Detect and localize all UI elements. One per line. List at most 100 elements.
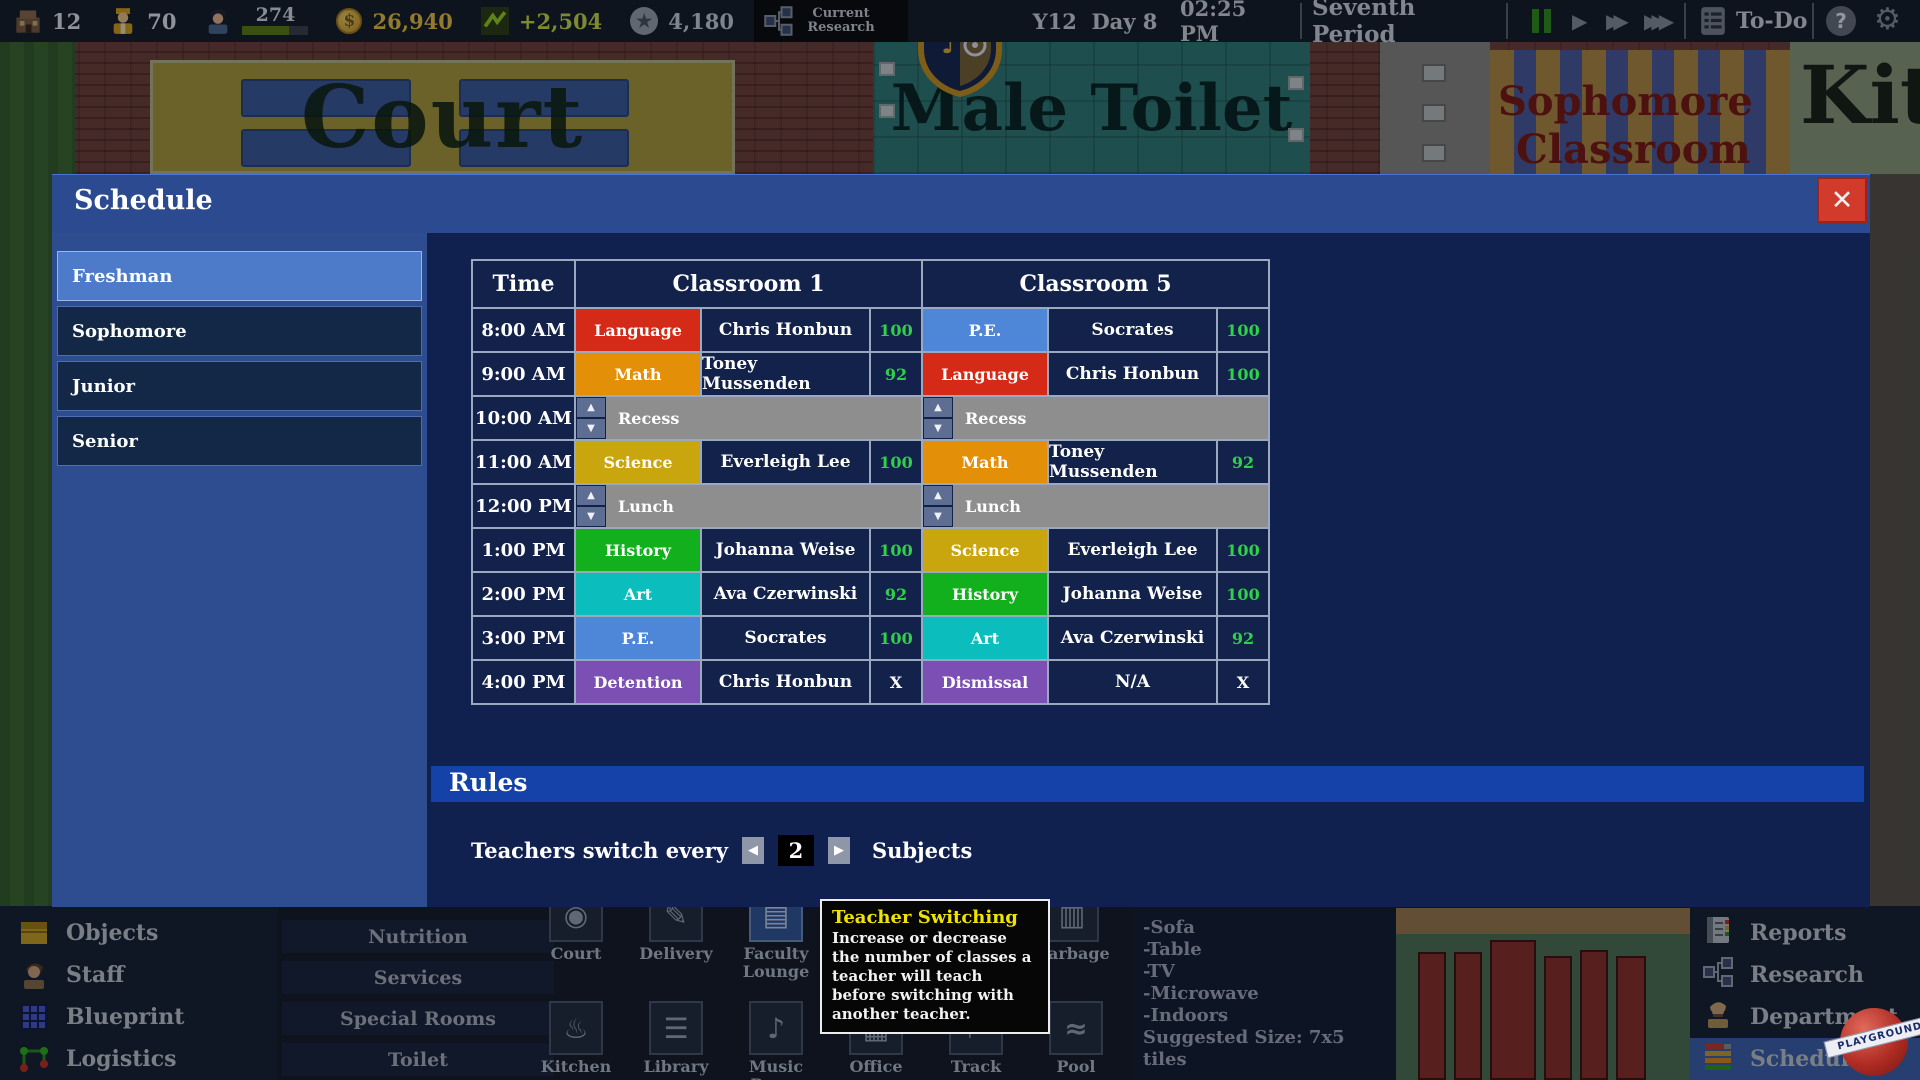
subject-cell[interactable]: Math xyxy=(576,353,700,395)
teacher-cell[interactable]: Chris Honbun xyxy=(702,309,869,351)
room-button-garbage[interactable]: ▥ Garbage xyxy=(1034,888,1110,981)
teacher-cell[interactable]: Toney Mussenden xyxy=(1049,441,1216,483)
room-button-music-room[interactable]: ♪Music Room xyxy=(749,1001,803,1080)
help-button[interactable]: ? xyxy=(1826,6,1856,36)
sophomore-label-line1: Sophomore xyxy=(1498,78,1753,125)
reports-icon xyxy=(1702,914,1734,952)
todo-button[interactable]: To-Do xyxy=(1700,0,1807,42)
subject-cell[interactable]: Language xyxy=(923,353,1047,395)
category-button-special-rooms[interactable]: Special Rooms xyxy=(282,1002,554,1035)
teacher-cell[interactable]: Johanna Weise xyxy=(702,529,869,571)
teacher-cell[interactable]: Socrates xyxy=(702,617,869,659)
teacher-cell[interactable]: Chris Honbun xyxy=(702,661,869,703)
coin-icon: $ xyxy=(336,8,363,34)
category-buttons: Nutrition Services Special Rooms Toilet xyxy=(282,920,554,1076)
menu-item-research[interactable]: Research xyxy=(1690,954,1920,996)
subject-cell[interactable]: Science xyxy=(576,441,700,483)
divider xyxy=(1812,3,1814,39)
teacher-cell[interactable]: Everleigh Lee xyxy=(702,441,869,483)
stat-value: 12 xyxy=(52,8,82,34)
settings-gear-icon[interactable]: ⚙ xyxy=(1874,2,1901,37)
category-button-toilet[interactable]: Toilet xyxy=(282,1043,554,1076)
break-stepper-up-button[interactable]: ▲ xyxy=(924,398,952,417)
stat-profit-graph: +2,504 xyxy=(480,7,602,35)
requirement-line: -Table xyxy=(1143,939,1202,960)
teacher-cell[interactable]: N/A xyxy=(1049,661,1216,703)
subject-cell[interactable]: P.E. xyxy=(576,617,700,659)
current-research-button[interactable]: Current Research xyxy=(754,0,908,42)
break-label: Recess xyxy=(965,408,1027,428)
subject-cell[interactable]: Detention xyxy=(576,661,700,703)
subject-cell[interactable]: Dismissal xyxy=(923,661,1047,703)
court-room-label: Court xyxy=(300,66,585,168)
fastest-forward-button[interactable]: ▶ ▶ ▶ xyxy=(1644,9,1675,33)
teacher-switch-rule: Teachers switch every ◀ 2 ▶ Subjects xyxy=(471,833,972,867)
menu-item-objects[interactable]: Objects xyxy=(16,912,278,954)
department-icon xyxy=(1702,998,1734,1036)
menu-item-staff[interactable]: Staff xyxy=(16,954,278,996)
court-room: Court xyxy=(150,60,735,174)
room-button-pool[interactable]: ≈ Pool xyxy=(1049,1001,1103,1080)
subject-cell[interactable]: Science xyxy=(923,529,1047,571)
category-button-services[interactable]: Services xyxy=(282,961,554,994)
break-stepper-down-button[interactable]: ▼ xyxy=(577,507,605,526)
subject-cell[interactable]: History xyxy=(576,529,700,571)
teacher-cell[interactable]: Ava Czerwinski xyxy=(1049,617,1216,659)
teacher-cell[interactable]: Chris Honbun xyxy=(1049,353,1216,395)
teacher-cell[interactable]: Ava Czerwinski xyxy=(702,573,869,615)
logistics-icon xyxy=(16,1042,52,1076)
teacher-cell[interactable]: Toney Mussenden xyxy=(702,353,869,395)
switch-decrease-button[interactable]: ◀ xyxy=(741,836,764,864)
grade-tab-senior[interactable]: Senior xyxy=(57,416,422,466)
stat-school-building: 12 xyxy=(14,7,81,35)
room-label: Court xyxy=(550,944,602,963)
teacher-cell[interactable]: Johanna Weise xyxy=(1049,573,1216,615)
requirement-line: -Sofa xyxy=(1143,917,1195,938)
grade-tab-sophomore[interactable]: Sophomore xyxy=(57,306,422,356)
grade-tab-junior[interactable]: Junior xyxy=(57,361,422,411)
subject-cell[interactable]: History xyxy=(923,573,1047,615)
divider xyxy=(1684,3,1686,39)
break-stepper-down-button[interactable]: ▼ xyxy=(924,507,952,526)
sophomore-label-line2: Classroom xyxy=(1516,126,1751,173)
table-header-time: Time xyxy=(473,261,574,307)
window xyxy=(1422,104,1446,122)
room-button-library[interactable]: ☰ Library xyxy=(643,1001,709,1080)
break-stepper-down-button[interactable]: ▼ xyxy=(577,419,605,438)
menu-item-label: Logistics xyxy=(66,1046,177,1072)
break-stepper-up-button[interactable]: ▲ xyxy=(924,486,952,505)
stat-student: 274 xyxy=(204,5,309,35)
menu-item-reports[interactable]: Reports xyxy=(1690,912,1920,954)
menu-item-logistics[interactable]: Logistics xyxy=(16,1038,278,1080)
time-cell: 8:00 AM xyxy=(473,309,574,351)
close-button[interactable]: ✕ xyxy=(1817,177,1867,223)
subject-cell[interactable]: Art xyxy=(576,573,700,615)
menu-item-blueprint[interactable]: Blueprint xyxy=(16,996,278,1038)
play-button[interactable]: ▶ xyxy=(1572,9,1588,33)
switch-rule-suffix: Subjects xyxy=(871,837,973,863)
pause-button[interactable] xyxy=(1532,9,1551,33)
fast-forward-button[interactable]: ▶ ▶ xyxy=(1606,9,1629,33)
subject-cell[interactable]: Language xyxy=(576,309,700,351)
break-stepper-down-button[interactable]: ▼ xyxy=(924,419,952,438)
subject-cell[interactable]: Art xyxy=(923,617,1047,659)
grade-tab-freshman[interactable]: Freshman xyxy=(57,251,422,301)
switch-increase-button[interactable]: ▶ xyxy=(827,836,850,864)
teacher-cell[interactable]: Socrates xyxy=(1049,309,1216,351)
break-stepper-up-button[interactable]: ▲ xyxy=(577,486,605,505)
subject-cell[interactable]: Math xyxy=(923,441,1047,483)
subject-cell[interactable]: P.E. xyxy=(923,309,1047,351)
toilet-fixture xyxy=(1288,76,1304,90)
category-button-nutrition[interactable]: Nutrition xyxy=(282,920,554,953)
table-header-classroom: Classroom 5 xyxy=(923,261,1268,307)
score-cell: X xyxy=(1218,661,1268,703)
teacher-cell[interactable]: Everleigh Lee xyxy=(1049,529,1216,571)
principal-icon xyxy=(109,7,137,35)
music-room-icon: ♪ xyxy=(749,1001,803,1055)
room-button-kitchen[interactable]: ♨ Kitchen xyxy=(541,1001,611,1080)
break-stepper-up-button[interactable]: ▲ xyxy=(577,398,605,417)
pool-icon: ≈ xyxy=(1049,1001,1103,1055)
todo-list-icon xyxy=(1701,7,1725,35)
wall-sliver xyxy=(1870,42,1920,906)
